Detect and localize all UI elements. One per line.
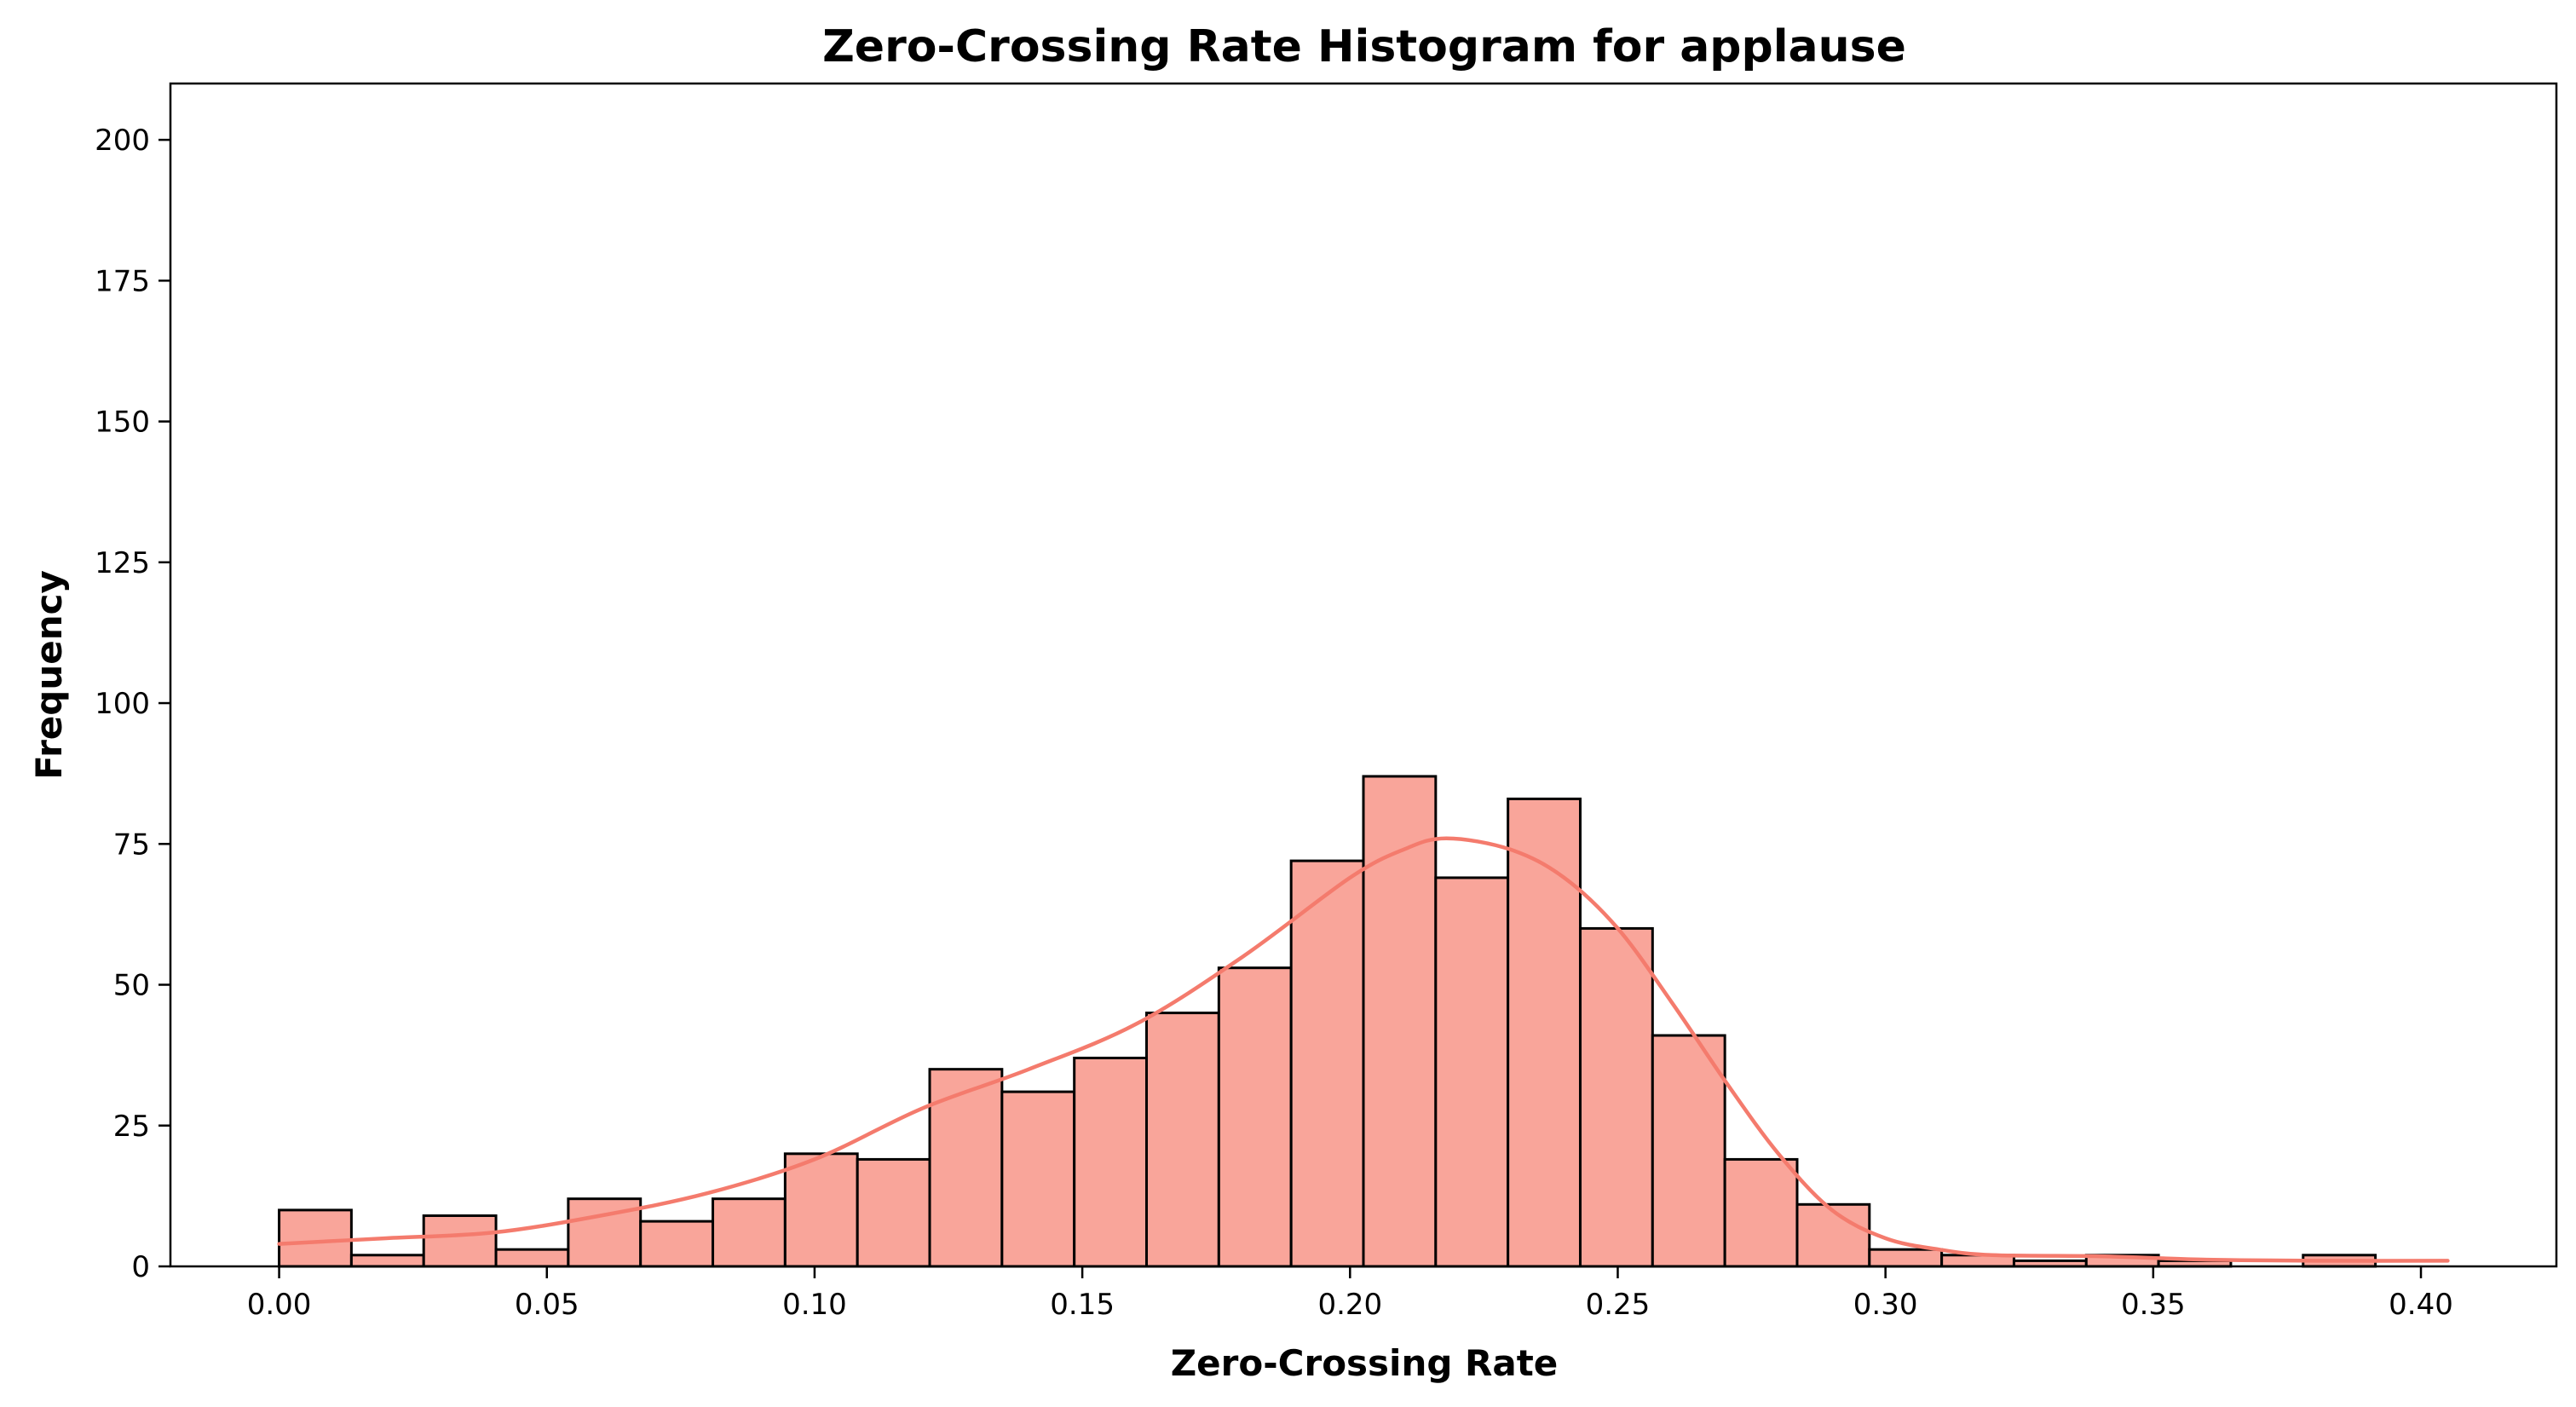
histogram-bar [712,1197,787,1268]
y-tick-label: 25 [113,1110,150,1144]
x-tick-label: 0.40 [2389,1288,2453,1322]
histogram-bar [783,1152,859,1268]
histogram-bar [1578,926,1654,1268]
histogram-bar [1723,1157,1799,1268]
x-tick-label: 0.05 [515,1288,579,1322]
histogram-bars [278,775,2377,1268]
y-tick-label: 100 [95,687,150,721]
histogram-bar [1289,859,1365,1268]
x-tick-label: 0.35 [2121,1288,2186,1322]
x-axis-label: Zero-Crossing Rate [1171,1342,1559,1384]
histogram-bar [1434,876,1510,1268]
x-tick-label: 0.30 [1853,1288,1918,1322]
x-tick-label: 0.15 [1050,1288,1115,1322]
chart-title: Zero-Crossing Rate Histogram for applaus… [822,21,1906,72]
y-tick-label: 175 [95,264,150,298]
histogram-bar [1362,775,1438,1268]
histogram-bar [928,1068,1004,1268]
y-tick-label: 0 [131,1250,150,1284]
x-tick-label: 0.00 [247,1288,312,1322]
x-tick-label: 0.25 [1586,1288,1651,1322]
y-tick-label: 200 [95,124,150,158]
histogram-bar [494,1248,570,1268]
y-axis-label: Frequency [28,570,70,780]
histogram-bar [1651,1034,1726,1268]
histogram-bar [1868,1248,1944,1268]
y-tick-label: 50 [113,969,150,1003]
histogram-bar [1073,1056,1149,1268]
y-tick-label: 125 [95,546,150,580]
x-tick-label: 0.10 [782,1288,847,1322]
plot-frame [169,82,2558,1268]
histogram-bar [1217,966,1293,1268]
histogram-bar [1000,1090,1076,1268]
x-tick-label: 0.20 [1317,1288,1382,1322]
histogram-bar [856,1157,931,1268]
histogram-bar [278,1208,353,1268]
histogram-bar [1145,1012,1220,1268]
y-tick-label: 75 [113,827,150,862]
y-tick-label: 150 [95,406,150,440]
histogram-bar [349,1254,425,1268]
histogram-bar [422,1214,498,1268]
y-axis-ticks: 0 25 50 75 100 125 150 175 200 [95,124,170,1284]
kde-curve [277,836,2450,1263]
histogram-bar [639,1220,715,1268]
x-axis-ticks: 0.00 0.05 0.10 0.15 0.20 0.25 0.30 0.35 0.40 [247,1266,2453,1322]
histogram-bar [1507,797,1582,1268]
histogram-bar [1795,1202,1871,1268]
